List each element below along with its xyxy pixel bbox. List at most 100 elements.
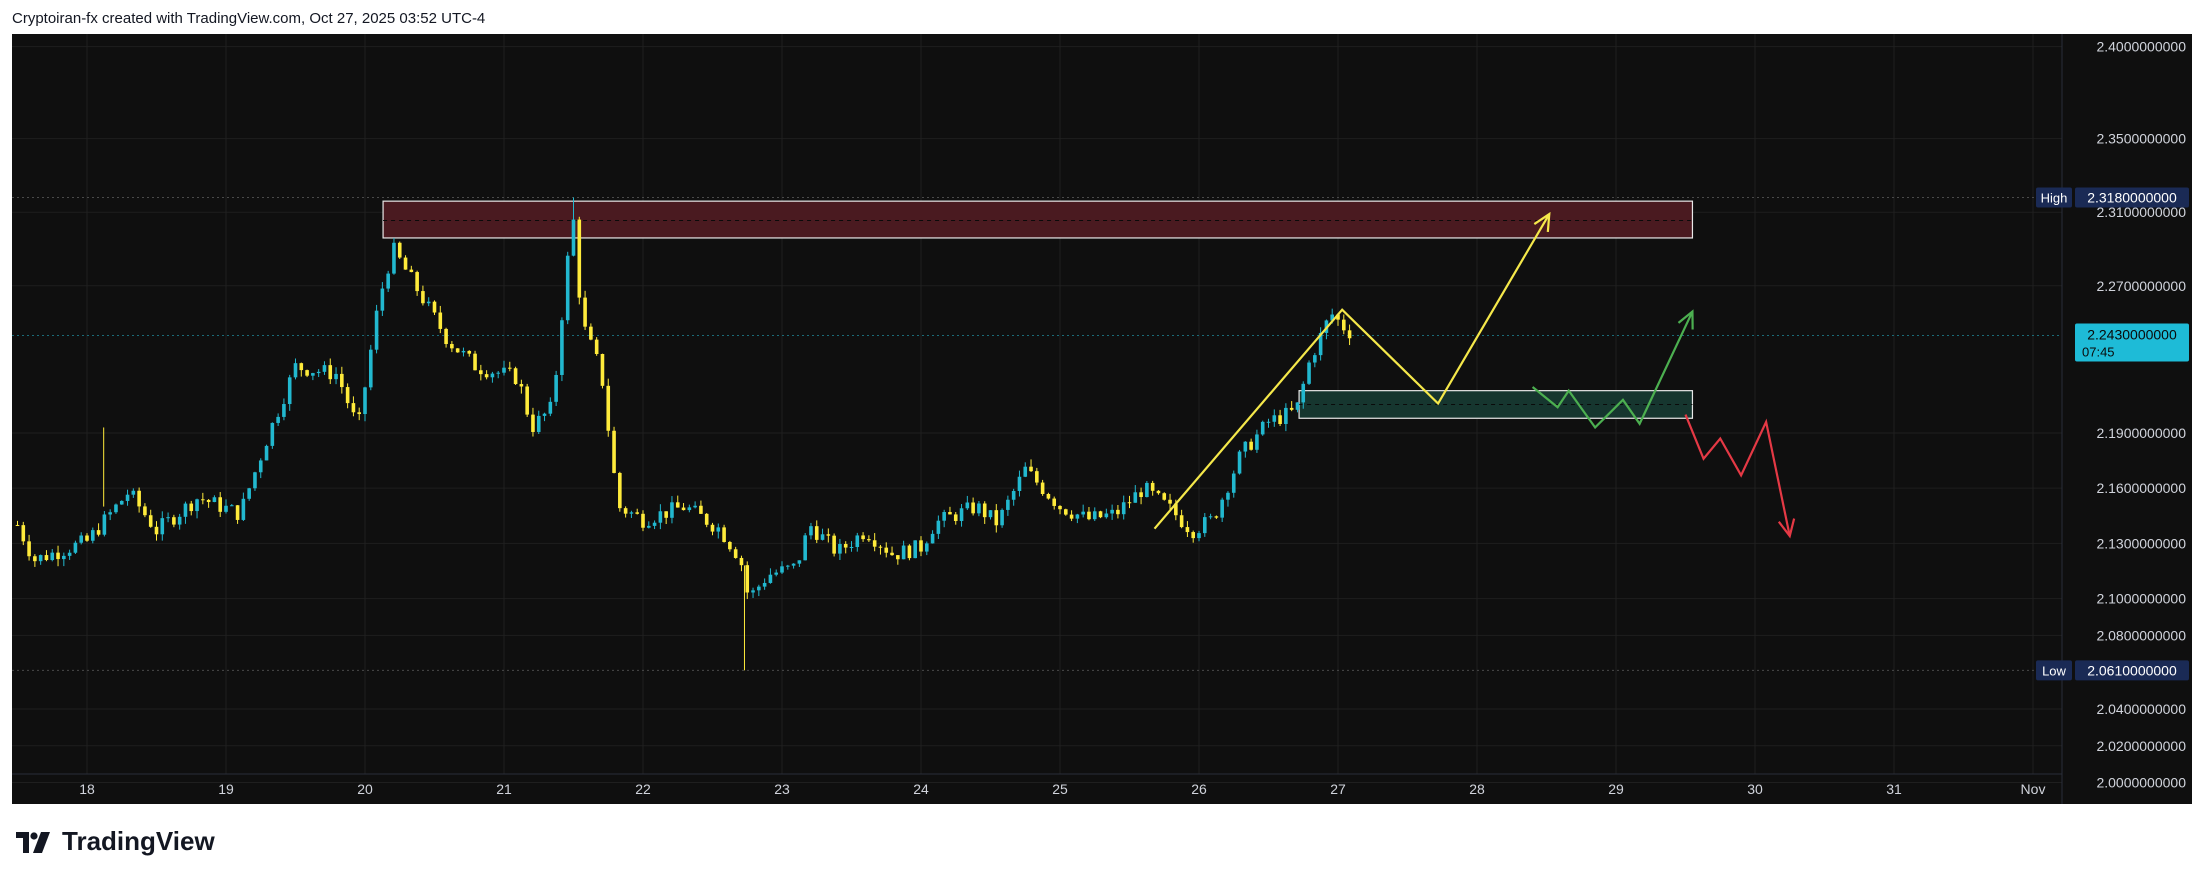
- candle-bear: [1098, 511, 1103, 518]
- candle-bear: [583, 297, 587, 327]
- candle-bull: [977, 503, 981, 514]
- candle-bear: [531, 414, 535, 432]
- axis-labels: 2.0000000000 2.0200000000 2.0400000000 2.08…: [79, 39, 2186, 797]
- chart-panel[interactable]: 2.0000000000 2.0200000000 2.0400000000 2.08…: [12, 34, 2192, 804]
- high-tag-text: High: [2041, 190, 2068, 205]
- candle-bull: [258, 460, 263, 473]
- candle-bear: [745, 565, 750, 593]
- candle-bear: [728, 541, 732, 550]
- x-tick-label: 27: [1330, 781, 1346, 797]
- green-arrow-head: [1677, 309, 1694, 330]
- candle-bull: [751, 590, 755, 593]
- current-price-box: [2075, 323, 2189, 362]
- candle-bull: [461, 350, 466, 353]
- candle-bear: [172, 517, 176, 525]
- candle-bull: [646, 525, 651, 528]
- candle-bear: [56, 552, 60, 560]
- candle-bear: [1063, 509, 1068, 515]
- candle-bear: [415, 272, 419, 292]
- candle-bull: [1081, 511, 1085, 515]
- candle-bull: [368, 349, 373, 388]
- candle-bull: [1017, 476, 1022, 491]
- candle-bull: [62, 555, 66, 560]
- candle-bear: [299, 363, 304, 371]
- x-tick-label: 26: [1191, 781, 1207, 797]
- y-tick-label: 2.1600000000: [2096, 480, 2186, 496]
- x-tick-label: Nov: [2021, 781, 2046, 797]
- candle-bull: [386, 273, 390, 289]
- high-value-text: 2.3180000000: [2087, 189, 2177, 205]
- candle-bull: [1255, 434, 1259, 450]
- candle-bear: [1139, 492, 1143, 498]
- candle-bull: [768, 574, 773, 583]
- candle-bull: [1272, 415, 1277, 422]
- brand-logo-row: TradingView: [14, 826, 215, 857]
- candle-bull: [183, 503, 188, 517]
- candle-bear: [189, 503, 194, 512]
- candle-bear: [1214, 516, 1219, 518]
- candle-bear: [1191, 532, 1196, 539]
- candle-bear: [85, 535, 89, 541]
- candle-bear: [467, 350, 472, 354]
- x-tick-label: 18: [79, 781, 95, 797]
- candle-bull: [629, 512, 634, 514]
- high-tag-box: [2036, 187, 2072, 208]
- x-tick-label: 29: [1608, 781, 1624, 797]
- candlestick-chart[interactable]: 2.0000000000 2.0200000000 2.0400000000 2.08…: [12, 34, 2192, 804]
- candle-bull: [1202, 517, 1207, 534]
- projection-paths: [1153, 211, 1796, 539]
- candle-bull: [490, 373, 495, 378]
- candle-bear: [948, 512, 952, 515]
- candle-bear: [606, 385, 611, 431]
- candle-bear: [15, 524, 20, 526]
- candle-bear: [206, 499, 211, 503]
- candle-bull: [276, 416, 280, 423]
- candle-bull: [166, 517, 170, 519]
- candle-bull: [762, 582, 767, 587]
- candle-bull: [90, 530, 95, 541]
- zones: [382, 200, 1694, 419]
- candle-bull: [380, 288, 385, 311]
- candle-bear: [345, 387, 350, 404]
- x-tick-label: 20: [357, 781, 373, 797]
- candle-bull: [224, 505, 228, 512]
- candle-bull: [924, 543, 929, 552]
- candle-bull: [1121, 502, 1126, 515]
- candle-bull: [1260, 421, 1265, 435]
- candle-bull: [1133, 492, 1138, 503]
- candle-bear: [507, 367, 512, 369]
- candle-bear: [154, 526, 159, 535]
- candle-bear: [218, 497, 223, 512]
- candle-bear: [455, 348, 460, 353]
- candle-bull: [1318, 332, 1323, 356]
- candle-bull: [1226, 492, 1230, 500]
- candle-bull: [936, 520, 941, 534]
- candle-bear: [525, 386, 529, 415]
- candle-bull: [1243, 441, 1248, 452]
- candle-bull: [803, 535, 807, 561]
- candle-bull: [1075, 514, 1080, 519]
- y-tick-label: 2.0400000000: [2096, 701, 2186, 717]
- candle-bull: [780, 566, 784, 573]
- candle-bull: [119, 500, 124, 505]
- candle-bull: [930, 533, 935, 544]
- candle-bear: [1052, 498, 1057, 506]
- y-tick-label: 2.2700000000: [2096, 278, 2186, 294]
- candle-bear: [27, 541, 31, 557]
- candle-bear: [444, 328, 448, 345]
- x-tick-label: 19: [218, 781, 234, 797]
- candle-bear: [896, 555, 900, 560]
- candle-bull: [774, 572, 779, 575]
- candle-bull: [160, 518, 165, 535]
- candle-bear: [438, 312, 443, 329]
- candle-bear: [519, 384, 524, 387]
- candle-bull: [548, 401, 553, 414]
- x-tick-label: 30: [1747, 781, 1763, 797]
- candle-bull: [1231, 473, 1236, 493]
- x-tick-label: 24: [913, 781, 929, 797]
- y-tick-label: 2.1000000000: [2096, 591, 2186, 607]
- candle-bear: [675, 502, 680, 508]
- candle-bear: [432, 301, 437, 313]
- candle-bear: [1156, 490, 1161, 494]
- x-tick-label: 23: [774, 781, 790, 797]
